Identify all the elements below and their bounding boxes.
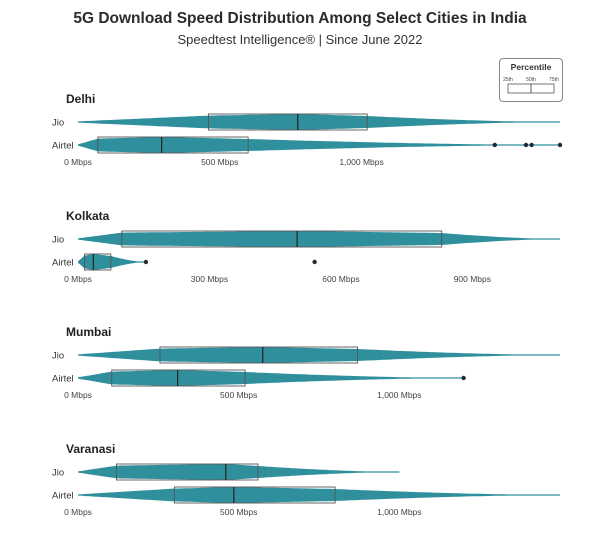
outlier-point: [461, 375, 466, 381]
axis-tick-label: 1,000 Mbps: [339, 157, 383, 167]
chart-subtitle: Speedtest Intelligence® | Since June 202…: [177, 32, 423, 47]
outlier-point: [557, 142, 563, 148]
operator-label: Jio: [52, 118, 64, 129]
chart-title: 5G Download Speed Distribution Among Sel…: [73, 10, 527, 27]
violin-shape: [78, 487, 560, 503]
operator-label: Jio: [52, 468, 64, 479]
legend-title: Percentile: [510, 62, 552, 72]
axis-tick-label: 500 Mbps: [220, 390, 257, 400]
violin-shape: [78, 254, 146, 270]
violin-shape: [78, 231, 560, 247]
quartile-box: [116, 463, 259, 481]
axis-tick-label: 0 Mbps: [64, 157, 92, 167]
city-label: Kolkata: [66, 209, 110, 223]
violin-shape: [78, 137, 560, 153]
axis-tick-label: 1,000 Mbps: [377, 390, 421, 400]
axis-tick-label: 500 Mbps: [201, 157, 238, 167]
city-label: Varanasi: [66, 442, 115, 456]
operator-label: Jio: [52, 235, 64, 246]
quartile-box: [207, 113, 368, 131]
outlier-point: [523, 142, 529, 148]
violin-shape: [78, 347, 560, 363]
operator-label: Airtel: [52, 141, 74, 152]
violin-shape: [78, 370, 464, 386]
percentile-legend: Percentile 25th 50th 75th: [499, 58, 563, 102]
violin-shape: [78, 114, 560, 130]
quartile-box: [111, 369, 246, 387]
outlier-point: [492, 142, 497, 148]
operator-label: Airtel: [52, 258, 74, 269]
axis-tick-label: 0 Mbps: [64, 274, 92, 284]
outlier-point: [312, 259, 317, 265]
quartile-box: [97, 136, 249, 154]
city-label: Delhi: [66, 92, 95, 106]
operator-label: Airtel: [52, 374, 74, 385]
axis-tick-label: 600 Mbps: [322, 274, 359, 284]
quartile-box: [173, 486, 336, 504]
city-label: Mumbai: [66, 325, 111, 339]
axis-tick-label: 0 Mbps: [64, 390, 92, 400]
axis-tick-label: 300 Mbps: [191, 274, 228, 284]
axis-tick-label: 1,000 Mbps: [377, 507, 421, 517]
outlier-point: [143, 259, 149, 265]
outlier-point: [529, 142, 534, 148]
axis-tick-label: 900 Mbps: [454, 274, 491, 284]
violin-shape: [78, 464, 400, 480]
operator-label: Jio: [52, 351, 64, 362]
legend-label-50: 50th: [526, 77, 536, 83]
operator-label: Airtel: [52, 491, 74, 502]
quartile-box: [121, 230, 443, 248]
quartile-box: [84, 253, 112, 271]
axis-tick-label: 0 Mbps: [64, 507, 92, 517]
legend-label-25: 25th: [503, 77, 513, 83]
legend-label-75: 75th: [549, 77, 559, 83]
quartile-box: [159, 346, 359, 364]
legend-box: 25th 50th 75th: [503, 77, 559, 94]
axis-tick-label: 500 Mbps: [220, 507, 257, 517]
